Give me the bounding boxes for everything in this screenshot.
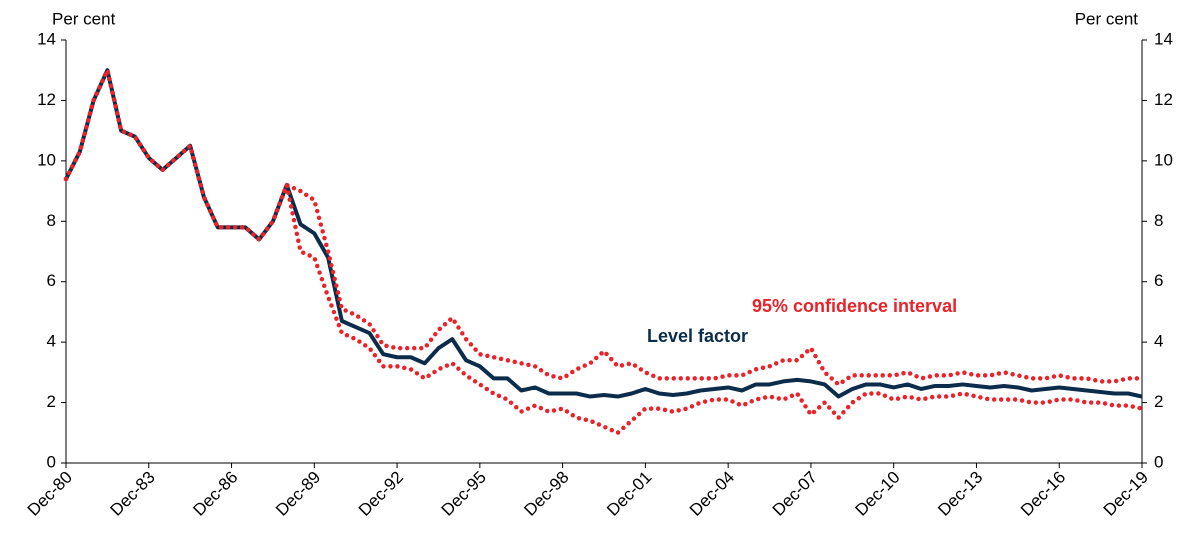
- x-tick-label: Dec-19: [1100, 468, 1152, 520]
- x-tick-label: Dec-13: [934, 468, 986, 520]
- x-tick-label: Dec-80: [24, 468, 76, 520]
- x-tick-label: Dec-07: [769, 468, 821, 520]
- y2-tick-label: 0: [1154, 452, 1163, 471]
- x-tick-label: Dec-10: [851, 468, 903, 520]
- y-tick-label: 2: [47, 392, 56, 411]
- x-tick-label: Dec-86: [189, 468, 241, 520]
- y-tick-label: 6: [47, 271, 56, 290]
- x-tick-label: Dec-92: [355, 468, 407, 520]
- y2-tick-label: 10: [1154, 150, 1173, 169]
- x-tick-label: Dec-98: [520, 468, 572, 520]
- x-tick-label: Dec-04: [686, 468, 738, 520]
- y2-tick-label: 14: [1154, 29, 1173, 48]
- y-tick-label: 4: [47, 332, 56, 351]
- level-line: [64, 68, 1143, 399]
- y-axis-label: Per cent: [52, 9, 116, 28]
- x-tick-label: Dec-16: [1017, 468, 1069, 520]
- y-tick-label: 12: [37, 90, 56, 109]
- x-tick-label: Dec-01: [603, 468, 655, 520]
- x-tick-label: Dec-89: [272, 468, 324, 520]
- confidence-line: [63, 67, 1145, 436]
- y2-tick-label: 12: [1154, 90, 1173, 109]
- y2-tick-label: 8: [1154, 211, 1163, 230]
- y-tick-label: 8: [47, 211, 56, 230]
- series-label: 95% confidence interval: [752, 296, 957, 316]
- y2-tick-label: 6: [1154, 271, 1163, 290]
- y2-tick-label: 4: [1154, 332, 1163, 351]
- x-tick-label: Dec-95: [438, 468, 490, 520]
- y-tick-label: 14: [37, 29, 56, 48]
- y-tick-label: 0: [47, 452, 56, 471]
- y-tick-label: 10: [37, 150, 56, 169]
- series-label: Level factor: [647, 326, 748, 346]
- x-tick-label: Dec-83: [107, 468, 159, 520]
- y2-axis-label: Per cent: [1075, 9, 1139, 28]
- confidence-line: [63, 67, 1145, 387]
- y2-tick-label: 2: [1154, 392, 1163, 411]
